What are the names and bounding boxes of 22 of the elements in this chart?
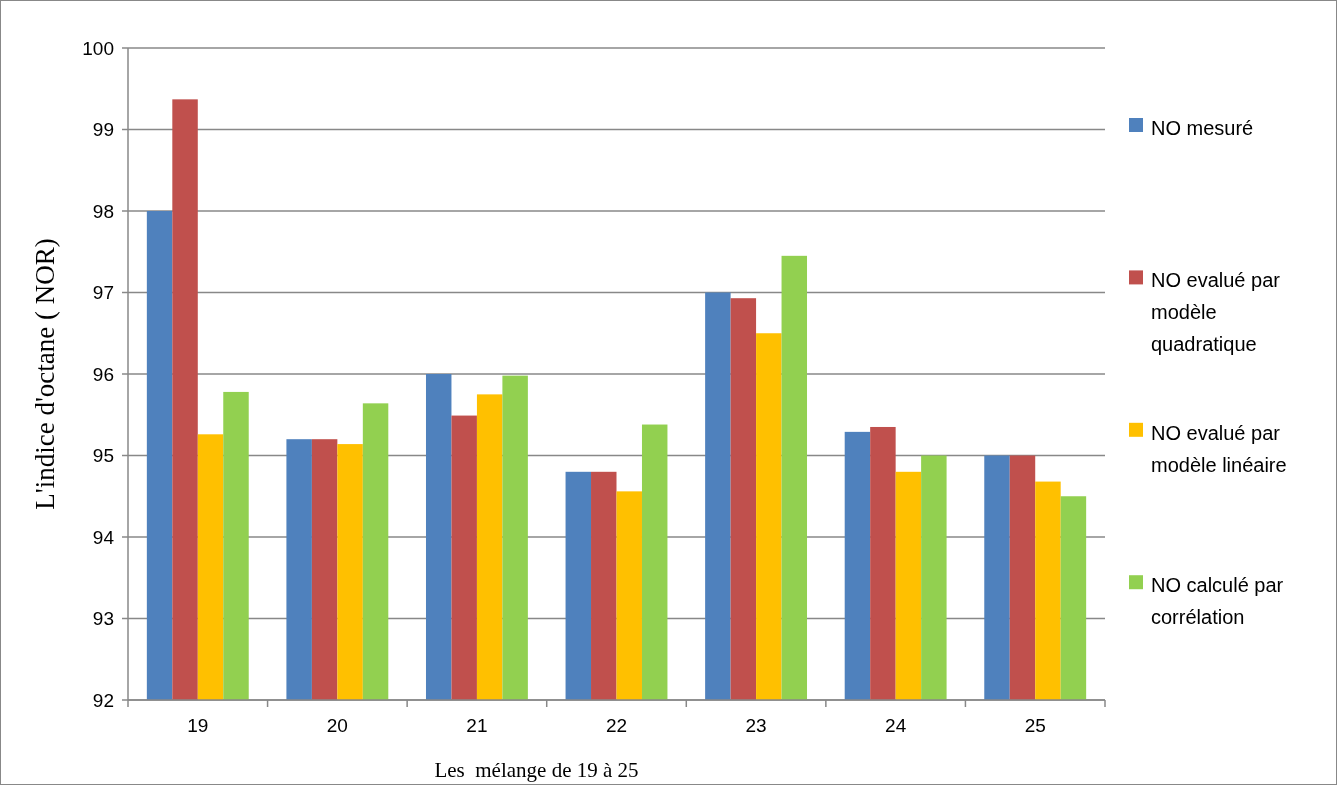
x-tick-label: 24 [885,715,907,736]
x-tick-label: 22 [605,715,628,736]
y-tick-label: 100 [82,37,114,59]
x-tick-label: 23 [745,715,767,736]
y-tick-label: 98 [92,200,114,222]
x-tick-label: 19 [187,715,209,736]
y-tick-label: 92 [92,689,114,711]
x-tick-label: 20 [326,715,348,736]
y-tick-label: 94 [92,526,115,548]
legend-label: NO evalué par modèle quadratique [1151,269,1281,356]
x-tick-label: 21 [466,715,488,736]
legend-label: NO calculé par corrélation [1151,574,1284,629]
y-tick-label: 97 [92,282,114,304]
y-tick-label: 99 [92,119,114,141]
x-axis-title: Les mélange de 19 à 25 [434,758,639,782]
legend-label: NO evalué par modèle linéaire [1151,421,1287,476]
x-tick-label: 25 [1024,715,1046,736]
legend-label: NO mesuré [1151,117,1254,139]
y-axis-title: L'indice d'octane ( NOR) [30,238,60,510]
y-tick-label: 95 [92,445,114,467]
y-tick-label: 93 [92,608,114,630]
y-tick-label: 96 [92,363,114,385]
